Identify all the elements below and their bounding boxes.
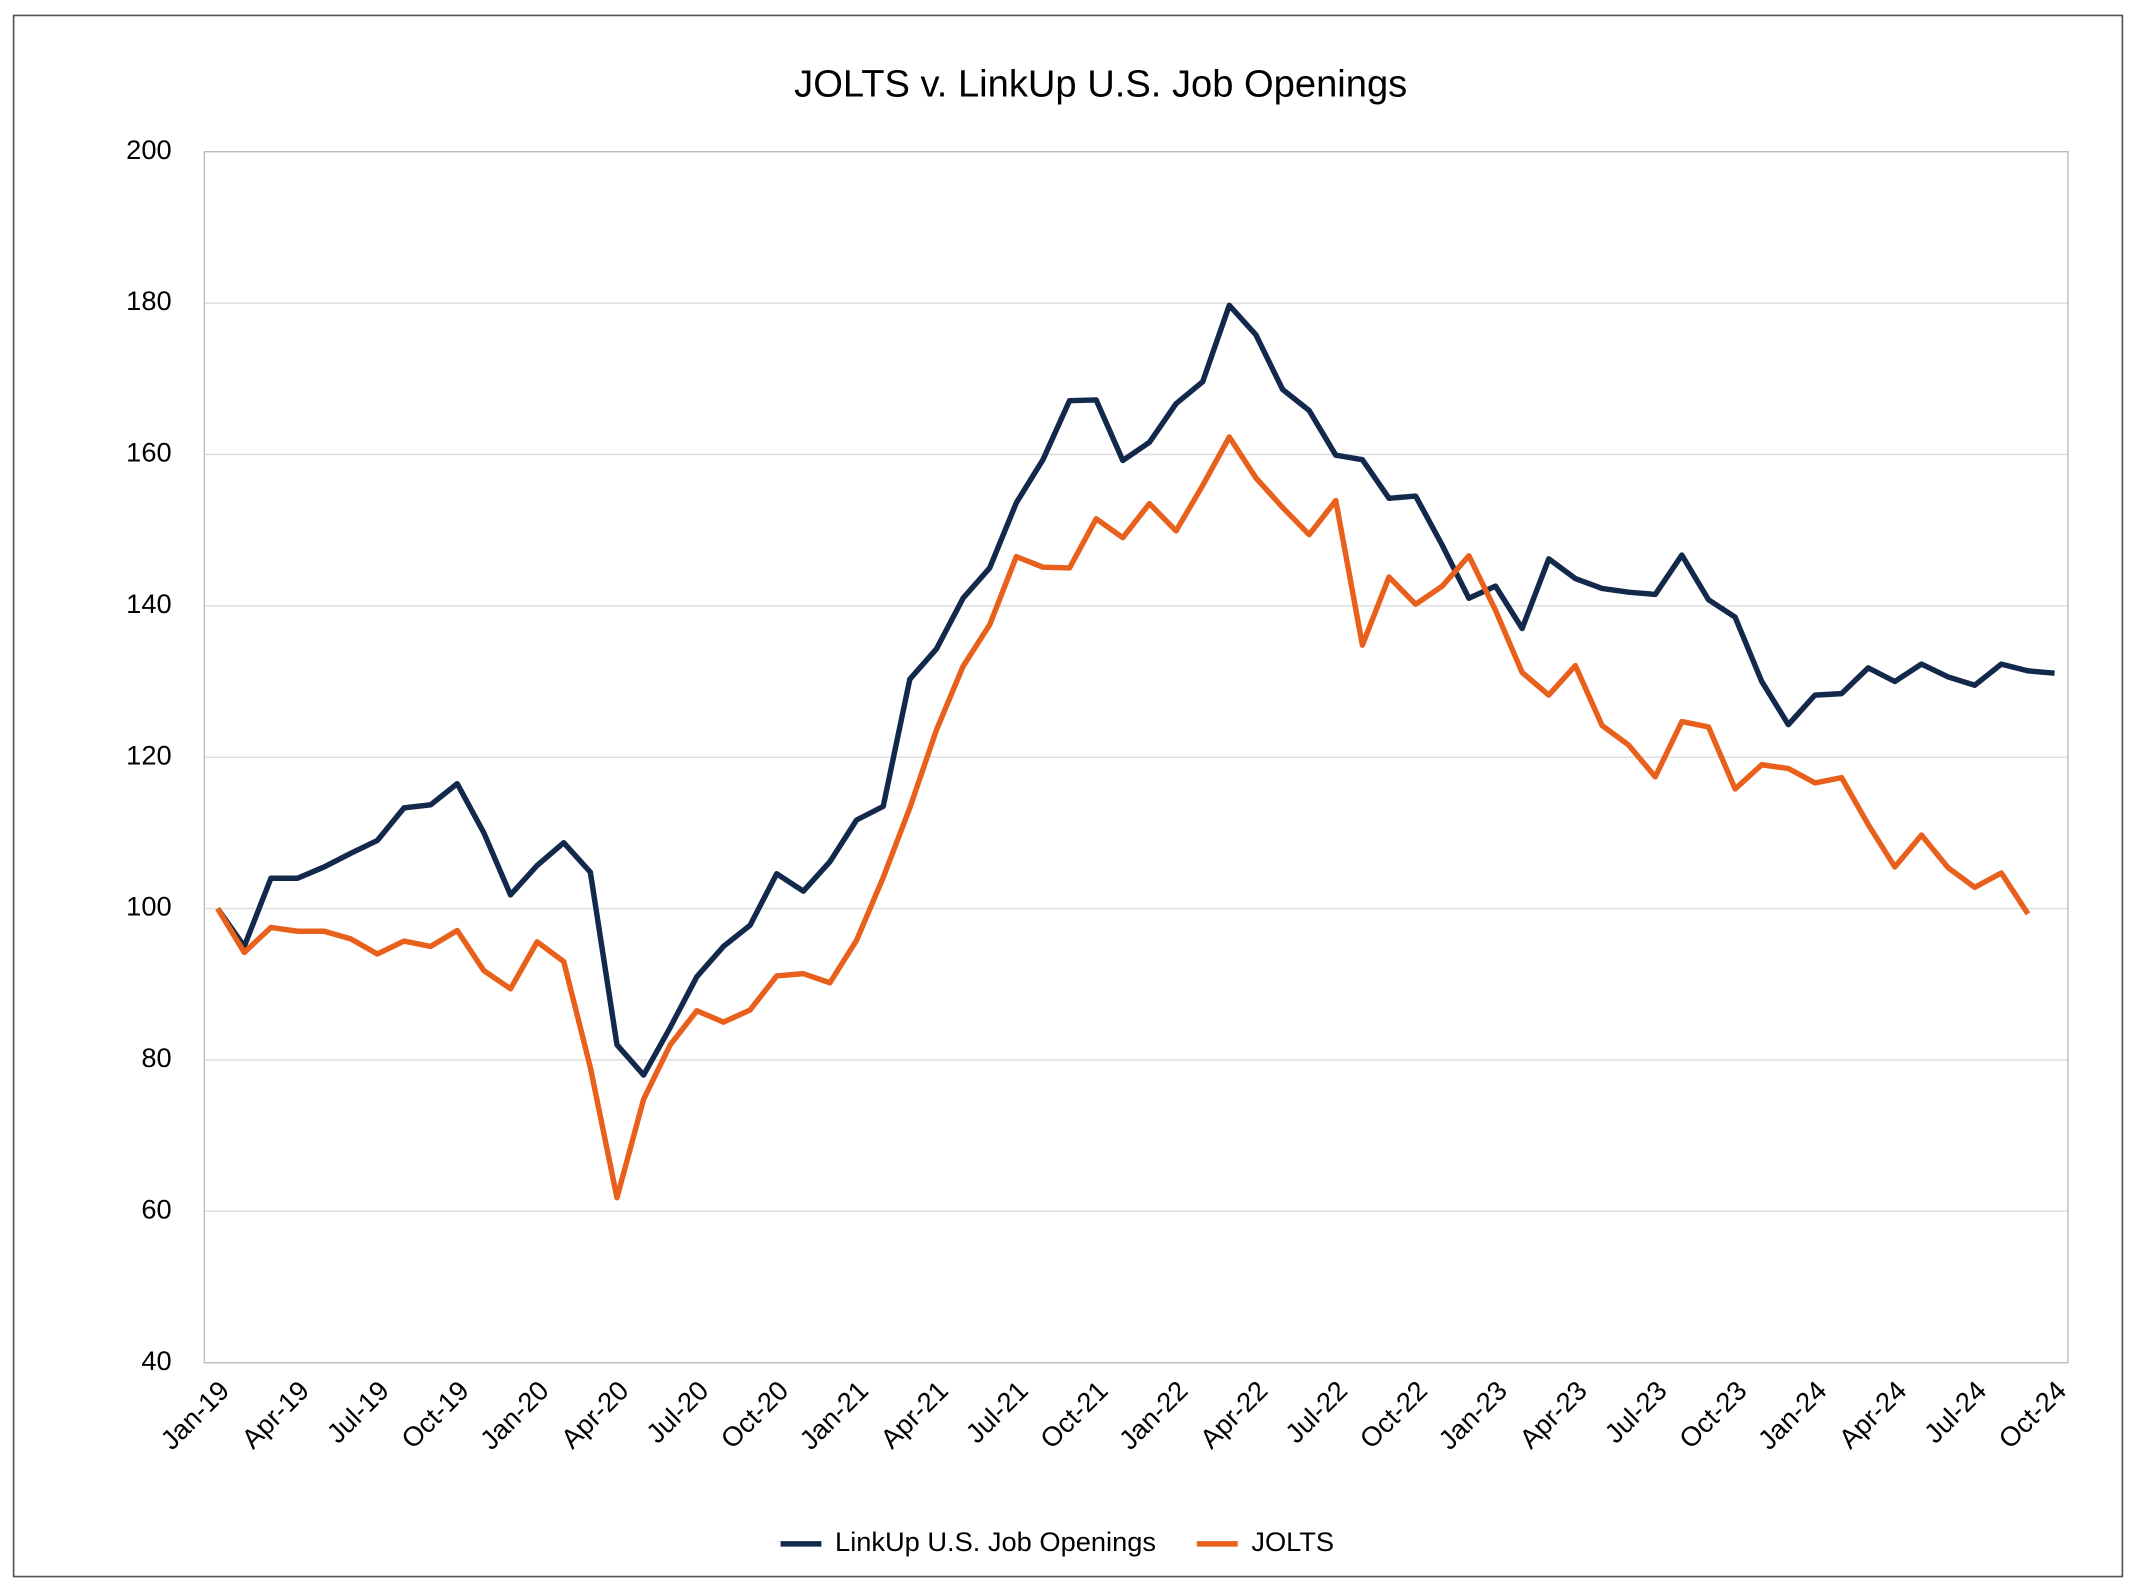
series-line [215, 434, 2031, 1201]
legend-label: LinkUp U.S. Job Openings [835, 1526, 1156, 1557]
y-tick-label: 80 [141, 1042, 171, 1073]
y-tick-label: 120 [126, 739, 171, 770]
chart-title: JOLTS v. LinkUp U.S. Job Openings [794, 62, 1407, 105]
y-tick-label: 140 [126, 588, 171, 619]
chart-border [12, 14, 2124, 1578]
y-tick-label: 160 [126, 437, 171, 468]
y-tick-label: 40 [141, 1345, 171, 1376]
y-tick-label: 200 [126, 134, 171, 165]
y-tick-label: 60 [141, 1194, 171, 1225]
y-tick-label: 180 [126, 285, 171, 316]
y-tick-label: 100 [126, 891, 171, 922]
plot-frame [203, 150, 2069, 1364]
legend-label: JOLTS [1251, 1526, 1334, 1557]
series-line [215, 302, 2055, 1078]
